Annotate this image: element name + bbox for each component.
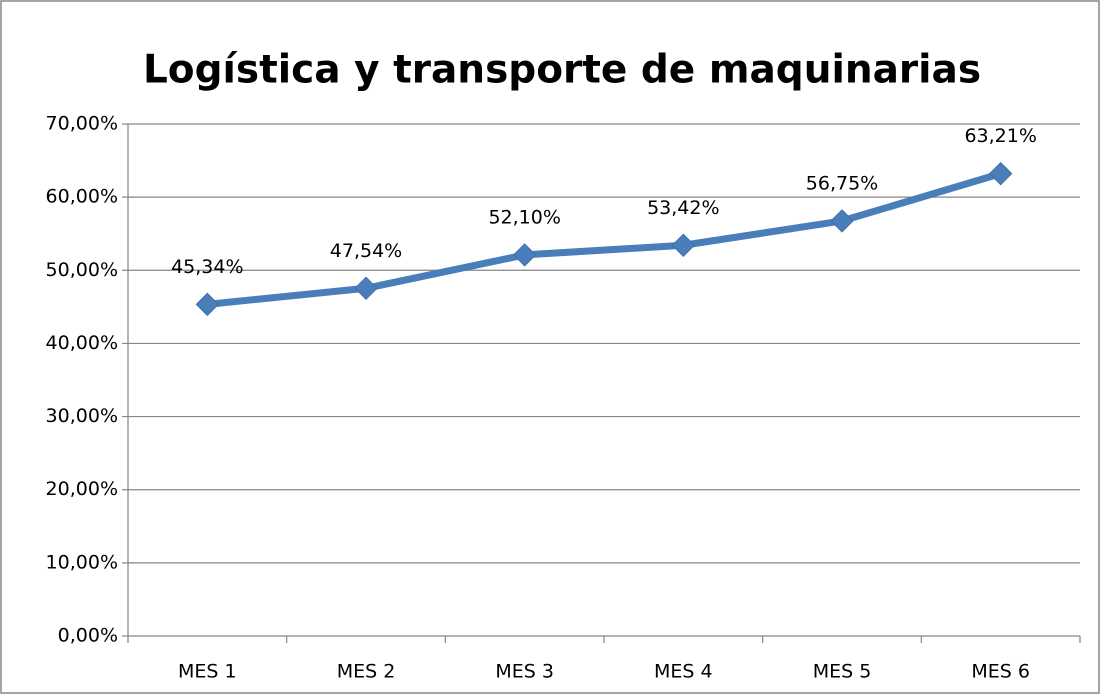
y-tick-label: 50,00% [46, 259, 118, 281]
y-tick-label: 10,00% [46, 551, 118, 573]
marker [671, 233, 696, 257]
line [203, 170, 1005, 308]
data-label: 56,75% [806, 172, 878, 194]
x-tick-label: MES 1 [178, 661, 237, 683]
data-label: 52,10% [488, 206, 560, 228]
y-tick-label: 0,00% [58, 625, 118, 647]
marker [830, 209, 854, 233]
y-tick-label: 30,00% [46, 405, 118, 427]
marker [988, 161, 1013, 186]
x-tick-label: MES 6 [971, 661, 1030, 683]
y-tick-label: 70,00% [46, 113, 118, 135]
marker [512, 243, 537, 267]
y-tick-label: 40,00% [46, 332, 118, 354]
x-tick-label: MES 3 [495, 661, 554, 683]
x-tick-label: MES 2 [337, 661, 396, 683]
data-label: 63,21% [964, 125, 1036, 147]
x-tick-label: MES 5 [813, 661, 872, 683]
y-tick-label: 60,00% [46, 186, 118, 208]
marker [195, 292, 220, 317]
data-label: 47,54% [330, 240, 402, 262]
data-label: 45,34% [171, 256, 243, 278]
data-label: 53,42% [647, 197, 719, 219]
y-tick-label: 20,00% [46, 478, 118, 500]
x-tick-label: MES 4 [654, 661, 713, 683]
chart-title: Logística y transporte de maquinarias [143, 48, 981, 93]
marker [354, 276, 378, 300]
